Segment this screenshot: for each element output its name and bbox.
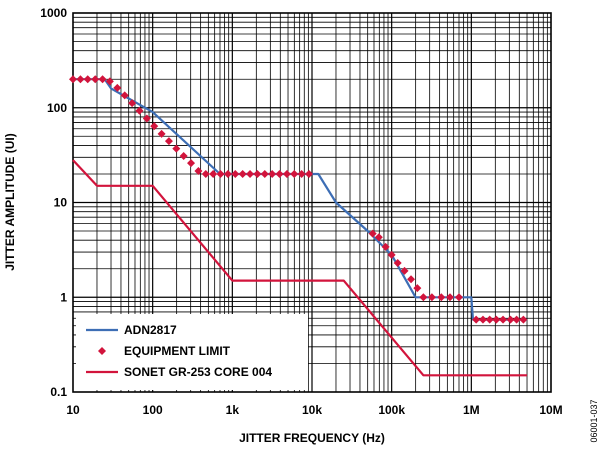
data-point — [194, 167, 203, 176]
data-point — [83, 75, 92, 84]
data-point — [253, 169, 262, 178]
data-point — [238, 169, 247, 178]
data-point — [246, 169, 255, 178]
data-point — [105, 77, 114, 86]
data-point — [282, 169, 291, 178]
data-point — [454, 293, 463, 302]
data-point — [472, 315, 481, 324]
data-point — [297, 169, 306, 178]
data-point — [485, 315, 494, 324]
data-point — [512, 315, 521, 324]
series-line — [72, 159, 527, 377]
x-tick-label: 1k — [226, 403, 240, 417]
data-point — [519, 315, 528, 324]
data-point — [150, 122, 159, 131]
data-point — [201, 169, 210, 178]
data-point — [387, 250, 396, 259]
y-tick-label: 0.1 — [50, 385, 67, 399]
x-tick-label: 100k — [378, 403, 405, 417]
data-point — [157, 129, 166, 138]
data-point — [91, 75, 100, 84]
data-point — [128, 99, 137, 108]
data-point — [374, 233, 383, 242]
y-tick-label: 1000 — [40, 6, 67, 20]
y-axis-label: JITTER AMPLITUDE (UI) — [3, 133, 17, 271]
data-point — [427, 293, 436, 302]
data-point — [223, 169, 232, 178]
x-tick-label: 10M — [539, 403, 562, 417]
y-tick-label: 10 — [54, 196, 68, 210]
data-point — [437, 293, 446, 302]
legend-label: EQUIPMENT LIMIT — [124, 344, 231, 358]
data-point — [187, 159, 196, 168]
tick-labels: 10 100 1k 10k 100k 1M 10M 0.1 1 10 100 1000 — [40, 6, 562, 417]
y-tick-label: 1 — [60, 290, 67, 304]
data-point — [164, 137, 173, 146]
data-point — [506, 315, 515, 324]
data-point — [400, 266, 409, 275]
x-axis-label: JITTER FREQUENCY (Hz) — [239, 431, 385, 445]
data-point — [231, 169, 240, 178]
data-point — [393, 258, 402, 267]
data-point — [478, 315, 487, 324]
data-point — [172, 144, 181, 153]
series-layer — [69, 75, 528, 377]
x-tick-label: 100 — [143, 403, 163, 417]
legend-label: ADN2817 — [124, 323, 177, 337]
data-point — [76, 75, 85, 84]
data-point — [135, 106, 144, 115]
plot-frame — [72, 12, 552, 393]
data-point — [98, 75, 107, 84]
x-tick-label: 10 — [66, 403, 80, 417]
data-point — [407, 275, 416, 284]
data-point — [260, 169, 269, 178]
legend-swatch — [98, 347, 106, 355]
data-point — [381, 242, 390, 251]
data-point — [113, 83, 122, 92]
data-point — [69, 75, 77, 84]
data-point — [268, 169, 277, 178]
legend: ADN2817 EQUIPMENT LIMIT SONET GR-253 CORE … — [86, 323, 272, 379]
data-point — [142, 114, 151, 123]
legend-box — [76, 314, 308, 390]
data-point — [275, 169, 284, 178]
data-point — [499, 315, 508, 324]
data-point — [120, 91, 129, 100]
data-point — [290, 169, 299, 178]
data-point — [413, 284, 422, 293]
x-tick-label: 1M — [463, 403, 480, 417]
data-point — [446, 293, 455, 302]
data-point — [179, 151, 188, 160]
data-point — [419, 293, 428, 302]
data-point — [305, 169, 314, 178]
data-point — [216, 169, 225, 178]
figure-id: 06001-037 — [589, 399, 599, 442]
data-point — [492, 315, 501, 324]
x-tick-label: 10k — [302, 403, 322, 417]
data-point — [209, 169, 218, 178]
y-tick-label: 100 — [47, 101, 67, 115]
series-line — [73, 78, 527, 321]
legend-label: SONET GR-253 CORE 004 — [124, 365, 272, 379]
data-point — [368, 229, 377, 238]
